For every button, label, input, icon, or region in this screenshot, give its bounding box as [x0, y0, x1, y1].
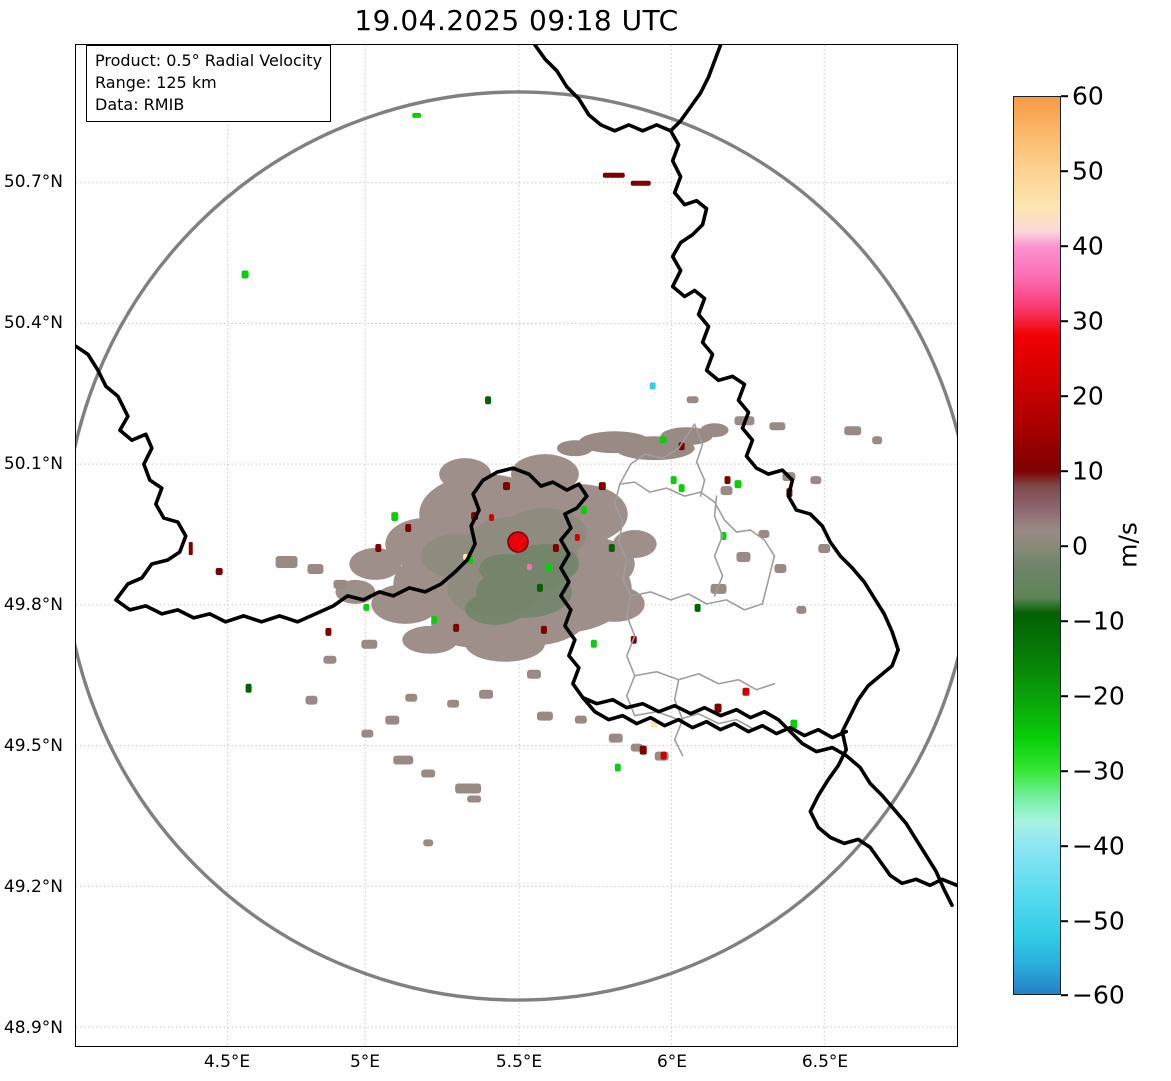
cb-tickline-10	[1061, 470, 1068, 472]
cb-tickline-50	[1061, 170, 1068, 172]
subnational-boundaries	[613, 423, 776, 757]
y-tick-6: 48.9°N	[3, 1018, 63, 1038]
cb-tickline-m40	[1061, 845, 1068, 847]
info-product: Product: 0.5° Radial Velocity	[95, 51, 323, 70]
cb-tickline-0	[1061, 545, 1068, 547]
cb-ticklabel-0: 0	[1072, 531, 1088, 561]
y-tick-4: 49.5°N	[3, 736, 63, 756]
radar-map-plot[interactable]	[75, 44, 958, 1047]
cb-tickline-60	[1061, 95, 1068, 97]
velocity-colorbar	[1013, 96, 1061, 995]
cb-ticklabel-m40: −40	[1072, 831, 1125, 861]
radar-map-svg	[76, 45, 957, 1046]
page-title: 19.04.2025 09:18 UTC	[354, 4, 679, 37]
x-tick-3: 6°E	[656, 1052, 688, 1072]
colorbar-unit-label: m/s	[1113, 522, 1143, 568]
cb-tickline-40	[1061, 245, 1068, 247]
cb-ticklabel-m60: −60	[1072, 980, 1125, 1010]
y-tick-0: 50.7°N	[3, 172, 63, 192]
cb-tickline-m10	[1061, 620, 1068, 622]
cb-ticklabel-10: 10	[1072, 456, 1104, 486]
x-tick-1: 5°E	[349, 1052, 381, 1072]
cb-ticklabel-50: 50	[1072, 156, 1104, 186]
range-ring-125km	[76, 90, 957, 1002]
cb-ticklabel-60: 60	[1072, 81, 1104, 111]
radar-site-marker	[507, 531, 529, 553]
cb-ticklabel-m30: −30	[1072, 756, 1125, 786]
x-tick-4: 6.5°E	[801, 1052, 849, 1072]
info-data: Data: RMIB	[95, 95, 185, 114]
cb-ticklabel-30: 30	[1072, 306, 1104, 336]
x-tick-2: 5.5°E	[495, 1052, 543, 1072]
cb-ticklabel-m20: −20	[1072, 681, 1125, 711]
colorbar-ticks: 60 50 40 30 20 10 0 −10 −20 −30 −40 −50 …	[1061, 0, 1171, 1081]
y-tick-2: 50.1°N	[3, 454, 63, 474]
y-axis-labels: 50.7°N 50.4°N 50.1°N 49.8°N 49.5°N 49.2°…	[0, 0, 71, 1081]
cb-tickline-30	[1061, 320, 1068, 322]
y-tick-5: 49.2°N	[3, 877, 63, 897]
national-borders	[76, 45, 957, 908]
y-tick-3: 49.8°N	[3, 595, 63, 615]
x-tick-0: 4.5°E	[203, 1052, 251, 1072]
cb-ticklabel-40: 40	[1072, 231, 1104, 261]
cb-tickline-m60	[1061, 994, 1068, 996]
cb-tickline-20	[1061, 395, 1068, 397]
cb-tickline-m20	[1061, 695, 1068, 697]
cb-ticklabel-20: 20	[1072, 381, 1104, 411]
info-range: Range: 125 km	[95, 73, 217, 92]
cb-ticklabel-m50: −50	[1072, 906, 1125, 936]
y-tick-1: 50.4°N	[3, 313, 63, 333]
cb-tickline-m50	[1061, 920, 1068, 922]
cb-tickline-m30	[1061, 770, 1068, 772]
product-info-box: Product: 0.5° Radial Velocity Range: 125…	[86, 45, 332, 122]
cb-ticklabel-m10: −10	[1072, 606, 1125, 636]
